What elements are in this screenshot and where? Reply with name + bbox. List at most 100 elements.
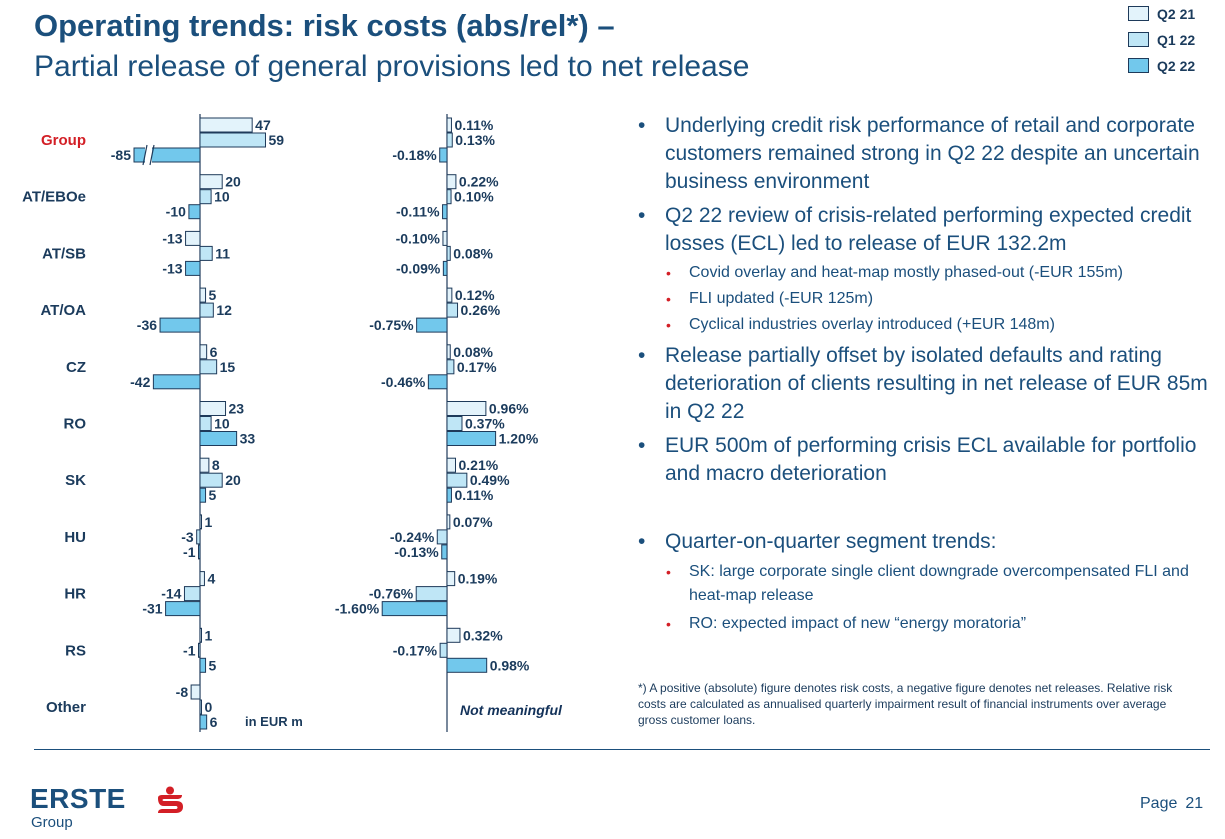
rel-data-label-at-oa-q1-22: 0.26% — [461, 302, 501, 318]
sub-bullet-marker: • — [666, 265, 671, 281]
rel-data-label-rs-q1-22: -0.17% — [393, 642, 438, 658]
rel-bar-at-oa-q2-21 — [446, 287, 453, 303]
rel-data-label-at-oa-q2-21: 0.12% — [455, 287, 495, 303]
abs-data-label-at-eboe-q2-22: -10 — [166, 204, 186, 220]
rel-data-label-sk-q1-22: 0.49% — [470, 472, 510, 488]
rel-data-label-cz-q2-21: 0.08% — [453, 344, 493, 360]
abs-bar-group-q1-22 — [199, 132, 266, 148]
rel-bar-group-q1-22 — [446, 132, 453, 148]
rel-data-label-ro-q1-22: 0.37% — [465, 416, 505, 432]
rel-bar-rs-q1-22 — [439, 642, 448, 658]
category-label-rs: RS — [65, 642, 86, 659]
legend-swatch-q1-22 — [1128, 32, 1149, 47]
abs-data-label-hr-q2-21: 4 — [207, 571, 215, 587]
abs-bar-sk-q2-22 — [199, 487, 207, 503]
rel-bar-cz-q2-21 — [446, 344, 451, 360]
rel-bar-at-oa-q1-22 — [446, 302, 459, 318]
abs-bar-hr-q2-21 — [199, 571, 205, 587]
legend-label-q2-21: Q2 21 — [1157, 6, 1196, 22]
category-label-sk: SK — [65, 472, 86, 489]
sub-bullet-text: FLI updated (-EUR 125m) — [689, 290, 874, 307]
rel-bar-rs-q2-22 — [446, 657, 488, 673]
page-label: Page — [1140, 795, 1178, 812]
abs-bar-at-sb-q2-22 — [185, 260, 201, 276]
rel-data-label-at-sb-q2-22: -0.09% — [396, 260, 441, 276]
sub-bullet-text: Cyclical industries overlay introduced (… — [689, 316, 1055, 333]
abs-data-label-hu-q2-22: -1 — [183, 544, 196, 560]
rel-note-label: Not meaningful — [460, 702, 563, 718]
bullet-text: Q2 22 review of crisis-related performin… — [665, 204, 1192, 255]
category-label-at-eboe: AT/EBOe — [22, 189, 86, 206]
rel-data-label-cz-q1-22: 0.17% — [457, 359, 497, 375]
bullet-text: EUR 500m of performing crisis ECL availa… — [665, 434, 1197, 485]
rel-data-label-group-q2-21: 0.11% — [454, 117, 493, 133]
abs-data-label-at-oa-q1-22: 12 — [216, 302, 232, 318]
category-label-at-sb: AT/SB — [42, 245, 86, 262]
abs-bar-hu-q2-21 — [199, 514, 202, 530]
abs-data-label-sk-q2-21: 8 — [212, 457, 220, 473]
rel-data-label-hu-q2-22: -0.13% — [394, 544, 439, 560]
rel-bar-ro-q2-22 — [446, 431, 497, 446]
rel-data-label-hr-q1-22: -0.76% — [369, 586, 414, 602]
rel-bar-hu-q1-22 — [436, 529, 448, 545]
abs-data-label-at-sb-q2-22: -13 — [162, 260, 182, 276]
abs-bar-at-oa-q2-22 — [159, 317, 201, 333]
category-label-other: Other — [46, 699, 86, 716]
abs-bar-other-q2-22 — [199, 714, 208, 730]
abs-data-label-group-q2-22: -85 — [111, 147, 131, 163]
rel-bar-at-eboe-q1-22 — [446, 189, 452, 205]
rel-bar-at-sb-q2-22 — [442, 260, 448, 276]
rel-bar-sk-q1-22 — [446, 472, 468, 488]
abs-data-label-at-oa-q2-22: -36 — [137, 317, 157, 333]
abs-data-label-other-q1-22: 0 — [205, 699, 213, 715]
rel-data-label-at-eboe-q2-22: -0.11% — [396, 204, 440, 220]
abs-bar-at-oa-q2-21 — [199, 287, 207, 303]
abs-axis-break-mark — [142, 144, 148, 166]
abs-bar-ro-q1-22 — [199, 416, 212, 431]
rel-data-label-sk-q2-22: 0.11% — [454, 487, 493, 503]
abs-data-label-ro-q1-22: 10 — [214, 416, 230, 432]
abs-data-label-at-sb-q2-21: -13 — [162, 230, 182, 246]
bullet-marker: • — [638, 344, 646, 367]
rel-data-label-sk-q2-21: 0.21% — [459, 457, 499, 473]
rel-bar-ro-q1-22 — [446, 416, 463, 431]
abs-data-label-rs-q2-21: 1 — [205, 627, 213, 643]
rel-data-label-ro-q2-21: 0.96% — [489, 401, 529, 417]
rel-bar-group-q2-22 — [439, 147, 448, 163]
rel-bar-sk-q2-22 — [446, 487, 452, 503]
erste-s-logo-icon — [158, 786, 183, 813]
abs-bar-ro-q2-21 — [199, 401, 227, 416]
rel-data-label-at-sb-q2-21: -0.10% — [396, 230, 441, 246]
abs-bar-rs-q2-22 — [199, 657, 207, 673]
legend-swatch-q2-21 — [1128, 6, 1149, 21]
abs-bar-hr-q2-22 — [165, 601, 201, 617]
bullet-text: Underlying credit risk performance of re… — [665, 114, 1200, 193]
rel-bar-rs-q2-21 — [446, 627, 461, 643]
abs-bar-other-q1-22 — [199, 699, 202, 715]
category-label-ro: RO — [64, 416, 87, 433]
abs-bar-cz-q2-21 — [199, 344, 208, 360]
legend-label-q2-22: Q2 22 — [1157, 58, 1196, 74]
rel-bar-group-q2-21 — [446, 117, 452, 133]
rel-data-label-hr-q2-22: -1.60% — [335, 601, 380, 617]
abs-axis-break-mark — [149, 144, 155, 166]
slide-title: Operating trends: risk costs (abs/rel*) … — [34, 8, 615, 43]
abs-data-label-cz-q1-22: 15 — [220, 359, 236, 375]
abs-data-label-hu-q1-22: -3 — [181, 529, 194, 545]
rel-bar-hr-q2-21 — [446, 571, 456, 587]
bullet-marker: • — [638, 434, 646, 457]
rel-bar-hr-q1-22 — [415, 586, 448, 602]
abs-bar-hr-q1-22 — [183, 586, 201, 602]
sub-bullet-marker: • — [666, 317, 671, 333]
page-number-value: 21 — [1185, 795, 1204, 812]
abs-bar-at-sb-q2-21 — [185, 230, 201, 246]
abs-data-label-group-q1-22: 59 — [268, 132, 284, 148]
rel-data-label-rs-q2-22: 0.98% — [490, 657, 530, 673]
abs-data-label-hu-q2-21: 1 — [205, 514, 213, 530]
rel-data-label-at-eboe-q1-22: 0.10% — [454, 189, 494, 205]
rel-bar-at-eboe-q2-21 — [446, 174, 457, 190]
bullet-text: Quarter-on-quarter segment trends: — [665, 530, 997, 553]
footnote: *) A positive (absolute) figure denotes … — [638, 681, 1173, 727]
rel-bar-cz-q2-22 — [427, 374, 448, 390]
rel-data-label-hr-q2-21: 0.19% — [458, 571, 498, 587]
